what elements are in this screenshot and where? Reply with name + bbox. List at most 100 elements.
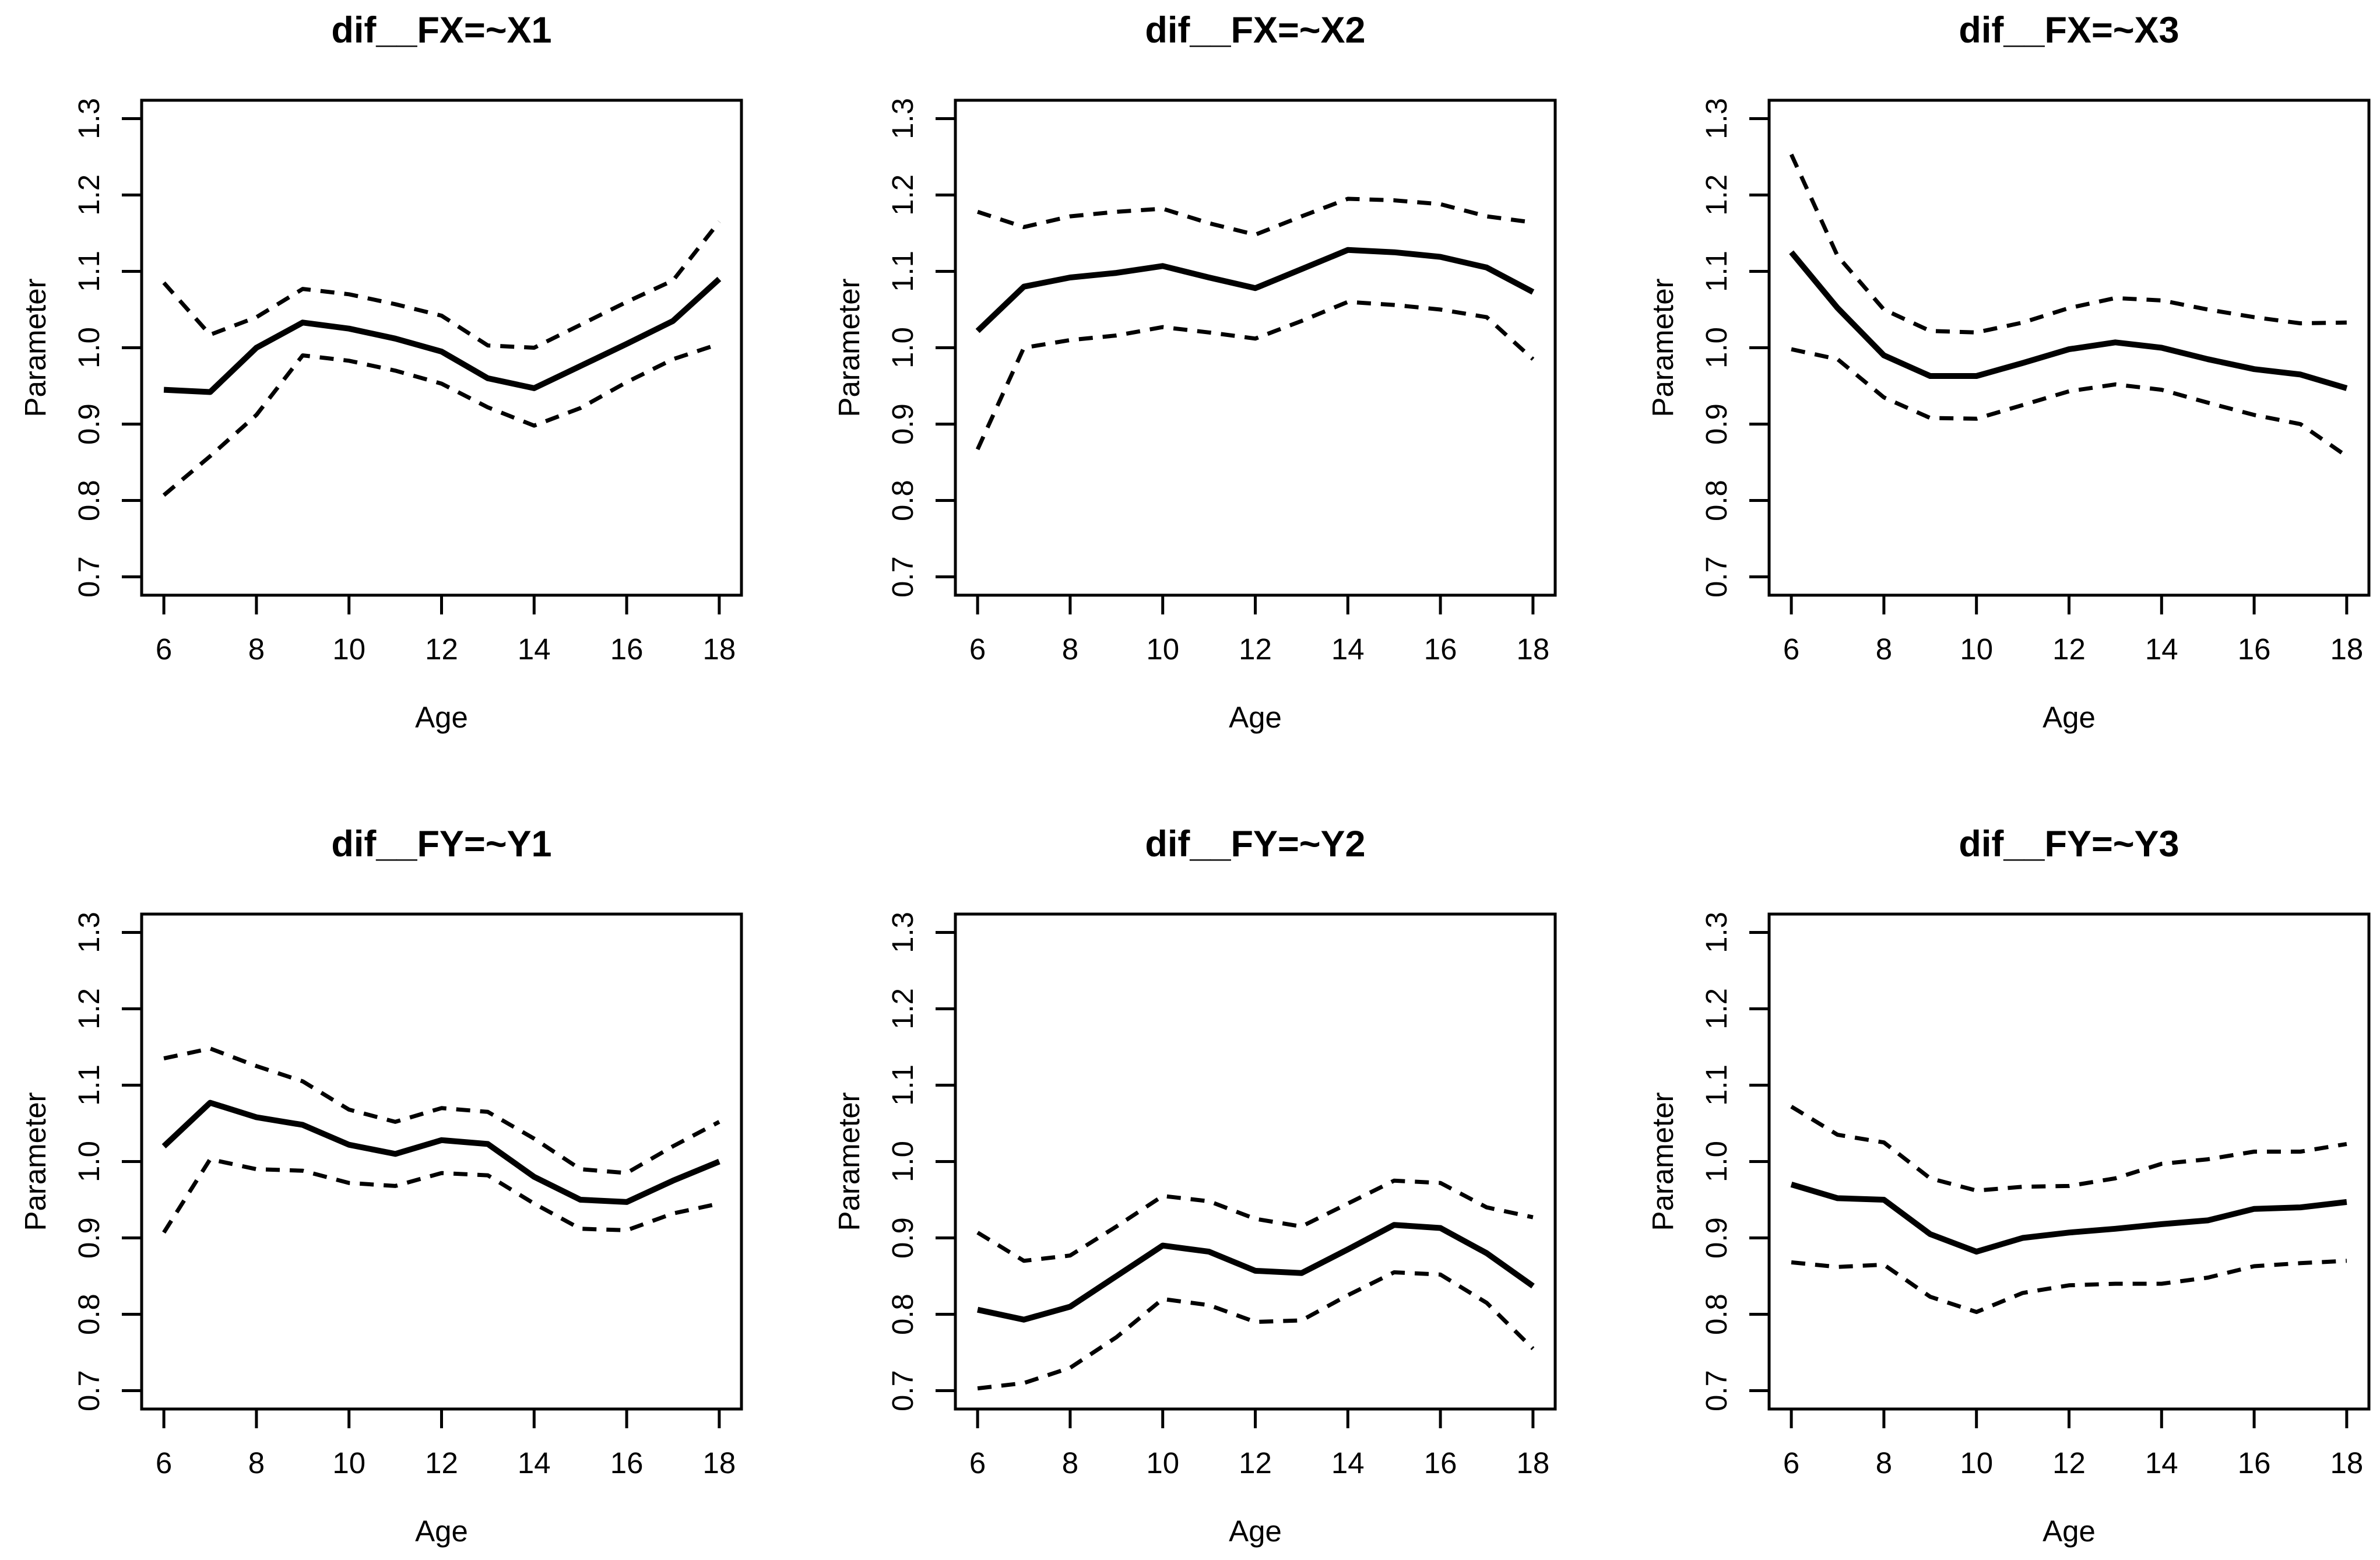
estimate-line [161, 1099, 720, 1205]
x-tick-label: 10 [1146, 633, 1179, 666]
y-tick-label: 1.2 [1700, 988, 1733, 1030]
x-tick-label: 14 [518, 1446, 551, 1480]
x-tick-label: 12 [425, 633, 458, 666]
y-tick-label: 0.7 [1700, 556, 1733, 598]
x-tick-label: 10 [1960, 1446, 1993, 1480]
lower-ci-line [975, 300, 1535, 451]
y-tick-label: 0.7 [1700, 1370, 1733, 1411]
x-tick-label: 18 [1517, 1446, 1550, 1480]
y-tick-label: 1.3 [886, 912, 919, 953]
y-tick-label: 0.7 [886, 1370, 919, 1411]
plot-fx-x3: 0.7 0.8 0.9 1.0 1.1 1.2 1.3 6 8 10 12 14 16 18 dif__FX… [1646, 10, 2371, 734]
plot-fy-y1: 0.7 0.8 0.9 1.0 1.1 1.2 1.3 6 8 10 12 14 16 18 dif__FY… [19, 824, 743, 1548]
estimate-line [975, 247, 1535, 333]
y-tick-label: 1.1 [72, 1064, 106, 1106]
lower-ci-line [162, 342, 720, 497]
y-tick-label: 0.9 [1700, 403, 1733, 445]
y-tick-label: 0.8 [72, 1294, 106, 1335]
y-tick-label: 1.0 [1700, 1141, 1733, 1182]
plot-frame [140, 99, 743, 597]
plot-fy-y2: 0.7 0.8 0.9 1.0 1.1 1.2 1.3 6 8 10 12 14 16 18 dif__FY… [832, 824, 1557, 1548]
y-tick-label: 1.3 [72, 98, 106, 139]
y-axis-title: Parameter [19, 1092, 52, 1231]
y-tick-label: 0.8 [886, 480, 919, 521]
x-tick-label: 12 [2052, 1446, 2086, 1480]
plot-fy-y3: 0.7 0.8 0.9 1.0 1.1 1.2 1.3 6 8 10 12 14 16 18 dif__FY… [1646, 824, 2371, 1548]
upper-ci-line [976, 1178, 1534, 1263]
y-axis-title: Parameter [832, 1092, 866, 1231]
x-tick-label: 16 [2238, 1446, 2271, 1480]
y-tick-label: 1.2 [72, 174, 106, 216]
x-tick-label: 6 [156, 1446, 172, 1480]
lower-ci-line [162, 1157, 720, 1234]
x-tick-label: 18 [2330, 1446, 2364, 1480]
x-tick-label: 14 [1331, 633, 1365, 666]
upper-ci-line [1789, 153, 2347, 335]
x-tick-label: 6 [1783, 633, 1799, 666]
x-tick-label: 16 [610, 633, 644, 666]
x-axis-title: Age [415, 701, 468, 734]
y-tick-label: 1.0 [886, 327, 919, 368]
plot-frame [1767, 912, 2371, 1411]
estimate-line [1789, 250, 2348, 391]
y-axis-title: Parameter [1646, 1092, 1679, 1231]
x-tick-label: 16 [1424, 1446, 1457, 1480]
x-tick-label: 16 [2238, 633, 2271, 666]
x-tick-label: 12 [2052, 633, 2086, 666]
x-tick-label: 10 [1960, 633, 1993, 666]
upper-ci-line [163, 1046, 720, 1175]
x-tick-label: 8 [1062, 1446, 1078, 1480]
y-tick-label: 1.0 [72, 1141, 106, 1182]
y-tick-label: 0.9 [886, 1217, 919, 1259]
x-axis-title: Age [1229, 1515, 1282, 1548]
y-axis-title: Parameter [832, 278, 866, 417]
x-axis-title: Age [2042, 1515, 2096, 1548]
x-tick-label: 14 [1331, 1446, 1365, 1480]
x-tick-label: 18 [1517, 633, 1550, 666]
y-tick-label: 1.1 [1700, 1064, 1733, 1106]
y-tick-label: 0.7 [72, 556, 106, 598]
estimate-line [163, 276, 722, 395]
estimate-line [977, 1222, 1535, 1323]
x-tick-label: 10 [332, 633, 365, 666]
plot-fx-x1: 0.7 0.8 0.9 1.0 1.1 1.2 1.3 6 8 10 12 14 16 18 dif__FX… [19, 10, 743, 734]
upper-ci-line [162, 220, 721, 350]
x-tick-label: 10 [332, 1446, 365, 1480]
x-tick-label: 14 [2145, 1446, 2178, 1480]
x-tick-label: 6 [1783, 1446, 1799, 1480]
y-axis-title: Parameter [19, 278, 52, 417]
x-tick-label: 6 [969, 1446, 986, 1480]
x-tick-label: 12 [1239, 1446, 1272, 1480]
x-tick-label: 6 [156, 633, 172, 666]
x-tick-label: 16 [1424, 633, 1457, 666]
x-tick-label: 18 [703, 1446, 736, 1480]
y-tick-label: 1.1 [1700, 251, 1733, 292]
plot-title: dif__FY=~Y1 [331, 824, 551, 865]
y-tick-label: 0.9 [72, 403, 106, 445]
lower-ci-line [1791, 1259, 2347, 1315]
x-tick-label: 14 [518, 633, 551, 666]
y-tick-label: 1.3 [886, 98, 919, 139]
x-axis-title: Age [2042, 701, 2096, 734]
estimate-line [1790, 1182, 2347, 1255]
y-tick-label: 0.9 [72, 1217, 106, 1259]
lower-ci-line [1791, 347, 2348, 458]
x-tick-label: 12 [425, 1446, 458, 1480]
y-tick-label: 0.9 [1700, 1217, 1733, 1259]
y-tick-label: 0.7 [72, 1370, 106, 1411]
x-tick-label: 10 [1146, 1446, 1179, 1480]
x-tick-label: 12 [1239, 633, 1272, 666]
y-tick-label: 1.0 [886, 1141, 919, 1182]
upper-ci-line [1790, 1105, 2347, 1193]
x-tick-label: 14 [2145, 633, 2178, 666]
x-tick-label: 8 [248, 1446, 265, 1480]
y-tick-label: 1.0 [72, 327, 106, 368]
y-tick-label: 1.3 [1700, 912, 1733, 953]
x-tick-label: 6 [969, 633, 986, 666]
plot-title: dif__FY=~Y3 [1959, 824, 2179, 865]
x-tick-label: 8 [1876, 633, 1892, 666]
y-tick-label: 1.2 [886, 988, 919, 1030]
x-tick-label: 8 [1062, 633, 1078, 666]
y-tick-label: 1.1 [72, 251, 106, 292]
y-tick-label: 1.1 [886, 1064, 919, 1106]
